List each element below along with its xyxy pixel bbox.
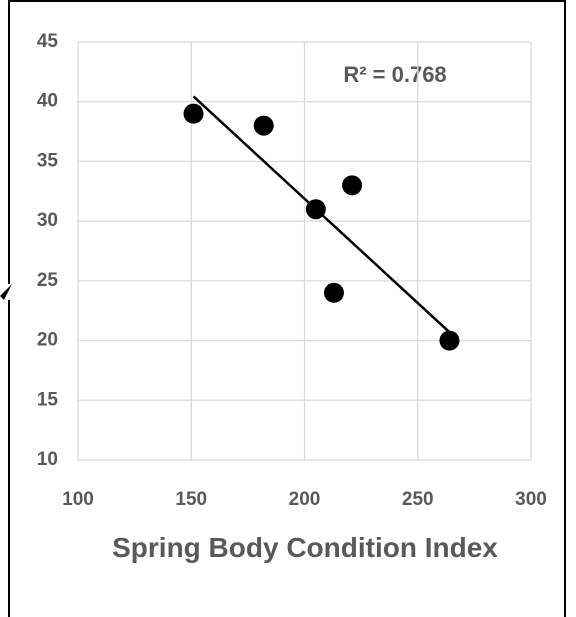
point: [439, 330, 460, 351]
point: [323, 282, 344, 303]
y-tick-label: 40: [37, 91, 58, 112]
arrow-decoration: [0, 284, 12, 300]
point: [342, 175, 363, 196]
y-tick-label: 45: [37, 31, 59, 52]
frame: [8, 0, 566, 617]
x-tick-label: 100: [62, 489, 94, 510]
x-tick-label: 200: [289, 489, 321, 510]
r-squared: R² = 0.768: [343, 62, 446, 87]
x-tick-label: 150: [175, 489, 207, 510]
y-tick-label: 30: [37, 210, 58, 231]
point: [253, 115, 274, 136]
y-tick-label: 20: [37, 330, 58, 351]
point: [183, 103, 204, 124]
y-tick-label: 35: [37, 150, 59, 171]
x-axis-title: Spring Body Condition Index: [112, 532, 498, 563]
y-tick-label: 25: [37, 270, 59, 291]
x-tick-label: 300: [515, 489, 547, 510]
point: [305, 199, 326, 220]
x-tick-label: 250: [402, 489, 434, 510]
y-tick-label: 15: [37, 389, 59, 410]
y-tick-label: 10: [37, 449, 58, 470]
